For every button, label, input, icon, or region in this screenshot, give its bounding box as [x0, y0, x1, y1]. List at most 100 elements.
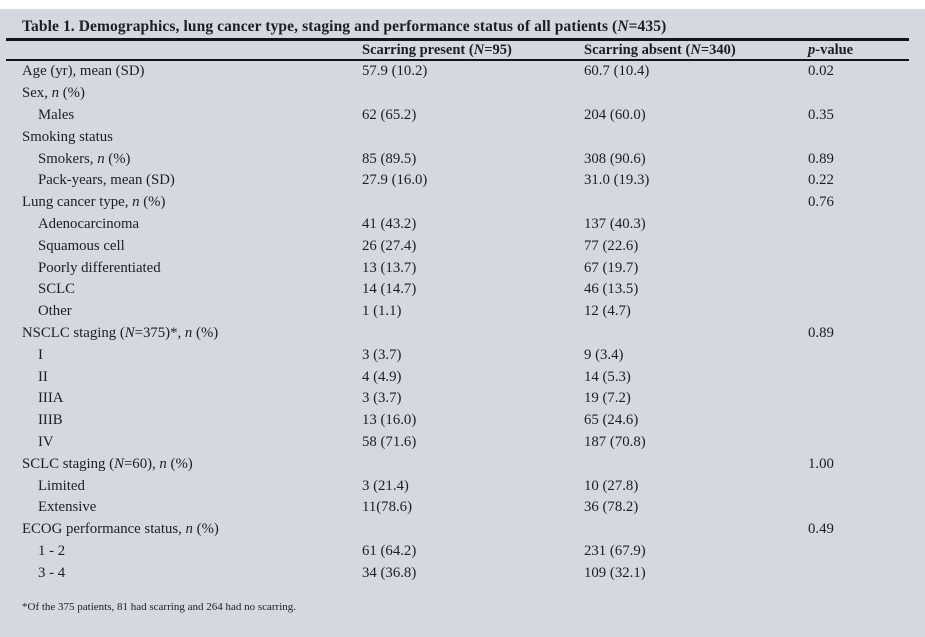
scarring-absent-value: 137 (40.3)	[584, 215, 646, 232]
row-label: II	[38, 368, 48, 385]
p-value: 0.49	[808, 521, 834, 538]
row-label: Extensive	[38, 499, 97, 516]
table-row: Extensive 11(78.6) 36 (78.2)	[0, 497, 925, 519]
table1-panel: Table 1. Demographics, lung cancer type,…	[0, 9, 925, 637]
scarring-absent-value: 36 (78.2)	[584, 499, 639, 516]
scarring-present-value: 11(78.6)	[362, 499, 412, 516]
row-label: 3 - 4	[38, 564, 66, 581]
p-value: 0.89	[808, 324, 834, 341]
table-row: Males 62 (65.2) 204 (60.0) 0.35	[0, 105, 925, 127]
scarring-absent-value: 9 (3.4)	[584, 346, 624, 363]
row-label: Smokers, n (%)	[38, 150, 131, 167]
row-label: Smoking status	[22, 128, 113, 145]
scarring-present-value: 3 (21.4)	[362, 477, 409, 494]
scarring-present-value: 4 (4.9)	[362, 368, 402, 385]
scarring-present-value: 3 (3.7)	[362, 390, 402, 407]
table-row: IIIA 3 (3.7) 19 (7.2)	[0, 388, 925, 410]
scarring-present-value: 34 (36.8)	[362, 564, 417, 581]
table-title: Table 1. Demographics, lung cancer type,…	[22, 18, 667, 35]
row-label: Poorly differentiated	[38, 259, 161, 276]
title-rule	[6, 38, 909, 41]
header-rule	[6, 59, 909, 61]
table-row: ECOG performance status, n (%) 0.49	[0, 519, 925, 541]
scarring-present-value: 14 (14.7)	[362, 281, 417, 298]
scarring-absent-value: 77 (22.6)	[584, 237, 639, 254]
table-row: Smoking status	[0, 126, 925, 148]
table-row: Poorly differentiated 13 (13.7) 67 (19.7…	[0, 257, 925, 279]
scarring-present-value: 62 (65.2)	[362, 106, 417, 123]
table-row: II 4 (4.9) 14 (5.3)	[0, 366, 925, 388]
scarring-absent-value: 19 (7.2)	[584, 390, 631, 407]
column-header-row: Scarring present (N=95) Scarring absent …	[0, 41, 925, 59]
row-label: Lung cancer type, n (%)	[22, 194, 166, 211]
table-body: Age (yr), mean (SD) 57.9 (10.2) 60.7 (10…	[0, 61, 925, 584]
scarring-absent-value: 46 (13.5)	[584, 281, 639, 298]
row-label: 1 - 2	[38, 542, 66, 559]
table-row: Squamous cell 26 (27.4) 77 (22.6)	[0, 235, 925, 257]
row-label: Limited	[38, 477, 85, 494]
p-value: 1.00	[808, 455, 834, 472]
scarring-present-value: 13 (16.0)	[362, 412, 417, 429]
scarring-present-value: 27.9 (16.0)	[362, 172, 428, 189]
scarring-present-value: 85 (89.5)	[362, 150, 417, 167]
scarring-present-value: 58 (71.6)	[362, 433, 417, 450]
scarring-present-value: 57.9 (10.2)	[362, 63, 428, 80]
row-label: Age (yr), mean (SD)	[22, 63, 145, 80]
scarring-present-value: 1 (1.1)	[362, 303, 402, 320]
column-header-p-value: p-value	[808, 41, 854, 58]
scarring-absent-value: 308 (90.6)	[584, 150, 646, 167]
table-row: Age (yr), mean (SD) 57.9 (10.2) 60.7 (10…	[0, 61, 925, 83]
row-label: IIIA	[38, 390, 64, 407]
row-label: Sex, n (%)	[22, 85, 85, 102]
row-label: Males	[38, 106, 75, 123]
row-label: NSCLC staging (N=375)*, n (%)	[22, 324, 219, 341]
table-row: 3 - 4 34 (36.8) 109 (32.1)	[0, 562, 925, 584]
row-label: SCLC	[38, 281, 76, 298]
table-row: Lung cancer type, n (%) 0.76	[0, 192, 925, 214]
scarring-absent-value: 14 (5.3)	[584, 368, 631, 385]
table-row: IV 58 (71.6) 187 (70.8)	[0, 432, 925, 454]
row-label: Squamous cell	[38, 237, 125, 254]
scarring-absent-value: 10 (27.8)	[584, 477, 639, 494]
table-row: Adenocarcinoma 41 (43.2) 137 (40.3)	[0, 214, 925, 236]
scarring-absent-value: 60.7 (10.4)	[584, 63, 650, 80]
scarring-absent-value: 187 (70.8)	[584, 433, 646, 450]
scarring-present-value: 26 (27.4)	[362, 237, 417, 254]
row-label: IIIB	[38, 412, 63, 429]
p-value: 0.22	[808, 172, 834, 189]
table-row: SCLC 14 (14.7) 46 (13.5)	[0, 279, 925, 301]
column-header-scarring-absent: Scarring absent (N=340)	[584, 41, 736, 58]
column-header-scarring-present: Scarring present (N=95)	[362, 41, 512, 58]
table-row: SCLC staging (N=60), n (%) 1.00	[0, 453, 925, 475]
scarring-absent-value: 204 (60.0)	[584, 106, 646, 123]
p-value: 0.35	[808, 106, 834, 123]
scarring-present-value: 13 (13.7)	[362, 259, 417, 276]
scarring-absent-value: 67 (19.7)	[584, 259, 639, 276]
row-label: Pack-years, mean (SD)	[38, 172, 175, 189]
table-row: Sex, n (%)	[0, 83, 925, 105]
table-row: IIIB 13 (16.0) 65 (24.6)	[0, 410, 925, 432]
row-label: Adenocarcinoma	[38, 215, 140, 232]
scarring-absent-value: 65 (24.6)	[584, 412, 639, 429]
table-row: Smokers, n (%) 85 (89.5) 308 (90.6) 0.89	[0, 148, 925, 170]
row-label: I	[38, 346, 43, 363]
table-row: Limited 3 (21.4) 10 (27.8)	[0, 475, 925, 497]
table-row: NSCLC staging (N=375)*, n (%) 0.89	[0, 323, 925, 345]
row-label: Other	[38, 303, 72, 320]
scarring-absent-value: 109 (32.1)	[584, 564, 646, 581]
table-footnote: *Of the 375 patients, 81 had scarring an…	[22, 601, 297, 614]
scarring-present-value: 61 (64.2)	[362, 542, 417, 559]
scarring-absent-value: 31.0 (19.3)	[584, 172, 650, 189]
row-label: SCLC staging (N=60), n (%)	[22, 455, 193, 472]
scarring-absent-value: 12 (4.7)	[584, 303, 631, 320]
p-value: 0.76	[808, 194, 834, 211]
scarring-absent-value: 231 (67.9)	[584, 542, 646, 559]
table-row: Pack-years, mean (SD) 27.9 (16.0) 31.0 (…	[0, 170, 925, 192]
row-label: ECOG performance status, n (%)	[22, 521, 219, 538]
scarring-present-value: 3 (3.7)	[362, 346, 402, 363]
row-label: IV	[38, 433, 54, 450]
p-value: 0.89	[808, 150, 834, 167]
scarring-present-value: 41 (43.2)	[362, 215, 417, 232]
table-row: I 3 (3.7) 9 (3.4)	[0, 344, 925, 366]
table-row: 1 - 2 61 (64.2) 231 (67.9)	[0, 541, 925, 563]
